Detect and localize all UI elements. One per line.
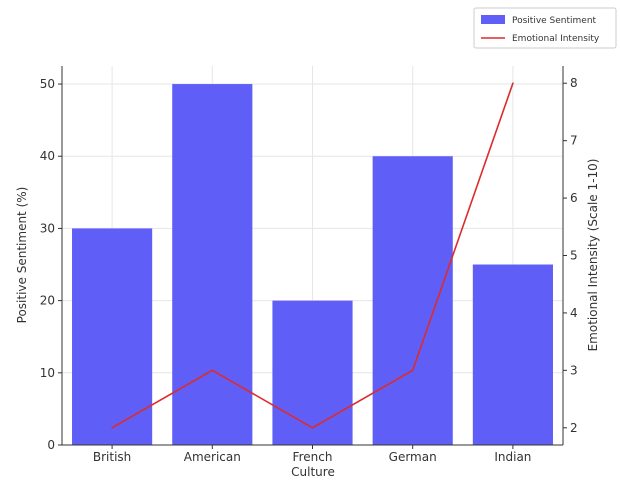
x-axis-ticks: British American French German Indian	[93, 445, 531, 464]
right-tick-label: 7	[570, 134, 578, 148]
point-french	[311, 426, 314, 429]
right-tick-label: 6	[570, 191, 578, 205]
x-axis-title: Culture	[291, 465, 335, 479]
legend: Positive Sentiment Emotional Intensity	[473, 7, 617, 49]
point-british	[111, 426, 113, 429]
point-indian	[512, 82, 514, 85]
legend-swatch-positive-sentiment	[481, 15, 505, 24]
bar-french	[272, 300, 353, 445]
right-tick-label: 5	[570, 249, 578, 263]
point-american	[211, 369, 214, 372]
legend-label-positive-sentiment: Positive Sentiment	[512, 16, 597, 26]
right-tick-label: 8	[570, 76, 578, 90]
left-tick-label: 20	[40, 294, 55, 308]
x-tick-label: Indian	[494, 450, 531, 464]
legend-box	[473, 7, 617, 49]
legend-label-emotional-intensity: Emotional Intensity	[512, 34, 600, 44]
bar-indian	[472, 264, 553, 445]
x-tick-label: German	[389, 450, 437, 464]
x-tick-label: British	[93, 450, 131, 464]
left-tick-label: 0	[47, 438, 55, 452]
x-tick-label: French	[293, 450, 333, 464]
left-tick-label: 30	[40, 221, 55, 235]
x-tick-label: American	[184, 450, 241, 464]
right-tick-label: 4	[570, 306, 578, 320]
left-axis-title: Positive Sentiment (%)	[15, 187, 29, 324]
bar-british	[72, 228, 153, 445]
bar-series	[72, 84, 553, 446]
left-axis-ticks: 0 10 20 30 40 50	[40, 77, 62, 452]
point-german	[411, 369, 414, 372]
left-tick-label: 40	[40, 149, 55, 163]
right-tick-label: 3	[570, 363, 578, 377]
bar-american	[172, 84, 253, 446]
right-axis-ticks: 2 3 4 5 6 7 8	[563, 76, 578, 435]
right-tick-label: 2	[570, 421, 578, 435]
bar-german	[372, 156, 453, 445]
right-axis-title: Emotional Intensity (Scale 1-10)	[586, 159, 600, 352]
left-tick-label: 50	[40, 77, 55, 91]
line-series	[111, 82, 514, 429]
left-tick-label: 10	[40, 366, 55, 380]
